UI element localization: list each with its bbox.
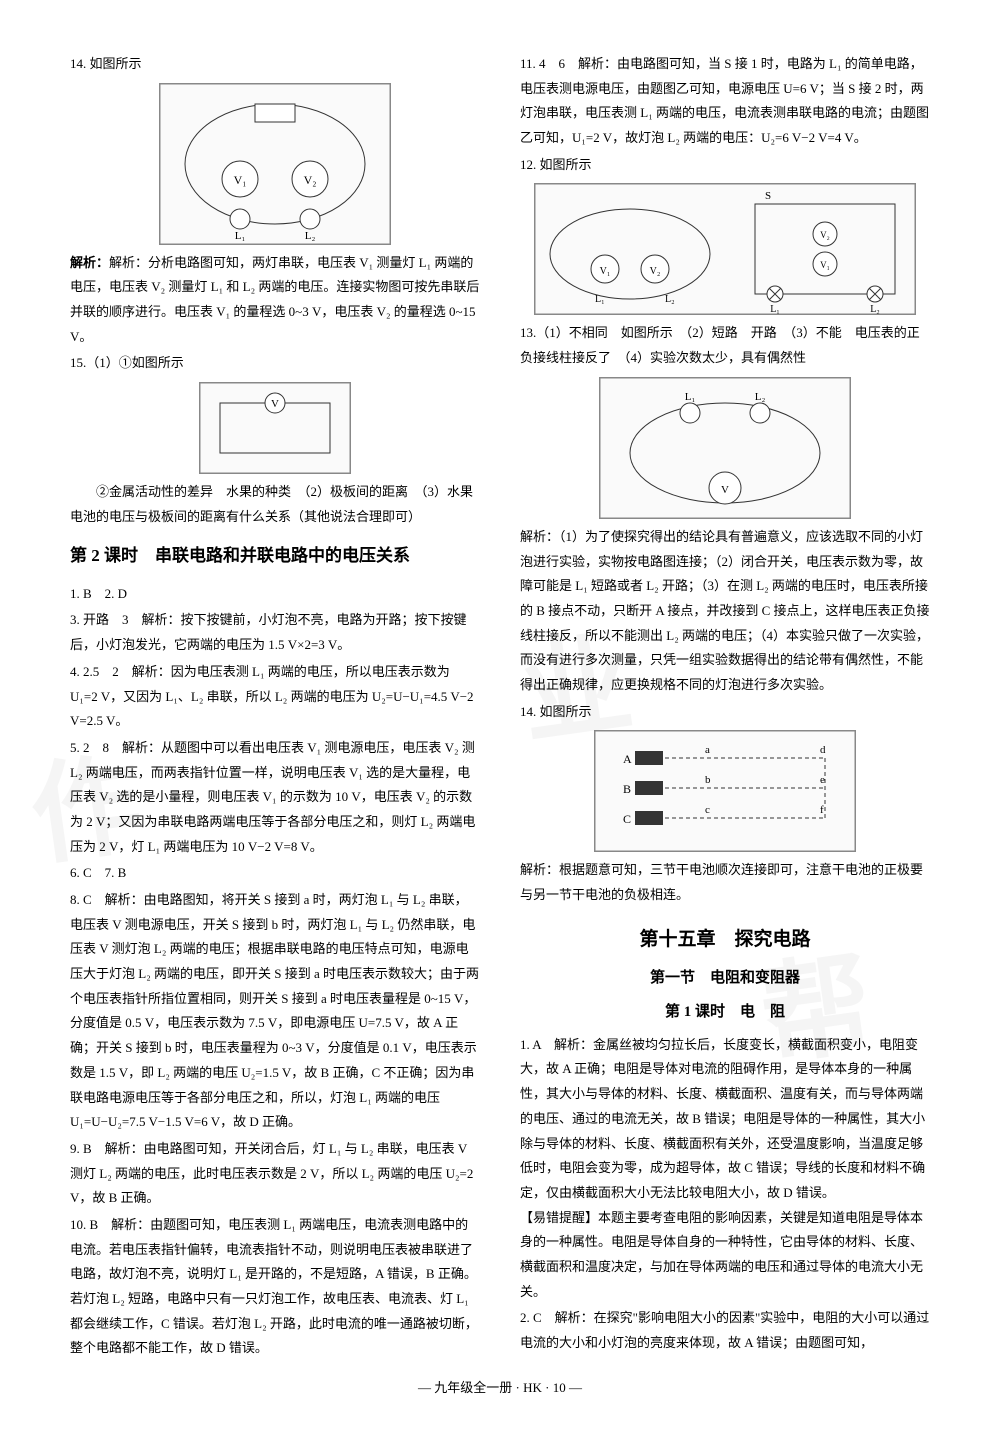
battery-diagram-14: A B C a d b e c f — [594, 730, 856, 852]
q14-label: 14. 如图所示 — [70, 52, 480, 77]
text: 解析：分析电路图可知，两灯串联，电压表 V₁ 测量灯 L₁ 两端的电压，电压表 … — [70, 255, 479, 344]
answer-1-2: 1. B 2. D — [70, 582, 480, 607]
answer-11: 11. 4 6 解析：由电路图可知，当 S 接 1 时，电路为 L₁ 的简单电路… — [520, 52, 930, 151]
svg-text:L₂: L₂ — [665, 294, 675, 305]
svg-text:V: V — [271, 398, 279, 410]
svg-text:L₁: L₁ — [770, 304, 780, 315]
svg-text:a: a — [705, 744, 710, 756]
circuit-diagram-12: V₁ V₂ L₁ L₂ S V₂ V₁ L₁ L₂ — [534, 183, 916, 315]
q14-explanation: 解析：解析：分析电路图可知，两灯串联，电压表 V₁ 测量灯 L₁ 两端的电压，电… — [70, 251, 480, 350]
svg-text:b: b — [705, 774, 711, 786]
svg-text:L₁: L₁ — [235, 230, 246, 242]
answer-9: 9. B 解析：由电路图可知，开关闭合后，灯 L₁ 与 L₂ 串联，电压表 V … — [70, 1137, 480, 1211]
right-column: 11. 4 6 解析：由电路图可知，当 S 接 1 时，电路为 L₁ 的简单电路… — [520, 50, 930, 1363]
svg-text:L₂: L₂ — [305, 230, 316, 242]
svg-text:c: c — [705, 804, 710, 816]
svg-text:f: f — [820, 804, 824, 816]
answer-3: 3. 开路 3 解析：按下按键前，小灯泡不亮，电路为开路；按下按键后，小灯泡发光… — [70, 608, 480, 657]
svg-text:B: B — [623, 782, 631, 796]
q15-label: 15.（1）①如图所示 — [70, 351, 480, 376]
svg-text:V₁: V₁ — [234, 173, 247, 187]
section-title: 第一节 电阻和变阻器 — [520, 964, 930, 993]
circuit-diagram-15: V — [199, 382, 351, 474]
lesson-title: 第 1 课时 电 阻 — [520, 998, 930, 1027]
answer-4: 4. 2.5 2 解析：因为电压表测 L₁ 两端的电压，所以电压表示数为 U₁=… — [70, 660, 480, 734]
left-column: 14. 如图所示 V₁ V₂ L₁ L₂ 解析：解析：分析电路图可知，两灯串联，… — [70, 50, 480, 1363]
page-footer: — 九年级全一册 · HK · 10 — — [70, 1377, 930, 1396]
svg-text:V₂: V₂ — [650, 266, 661, 277]
chapter-title: 第十五章 探究电路 — [520, 922, 930, 958]
svg-text:V₂: V₂ — [304, 173, 317, 187]
ch15-answer-1: 1. A 解析：金属丝被均匀拉长后，长度变长，横截面积变小，电阻变大，故 A 正… — [520, 1033, 930, 1305]
circuit-diagram-13: L₁ L₂ V — [599, 377, 851, 519]
svg-text:L₁: L₁ — [595, 294, 605, 305]
svg-text:V₁: V₁ — [600, 266, 611, 277]
svg-text:V₁: V₁ — [820, 260, 830, 270]
svg-text:L₂: L₂ — [870, 304, 880, 315]
svg-text:V₂: V₂ — [820, 230, 830, 240]
svg-text:e: e — [820, 774, 825, 786]
svg-text:d: d — [820, 744, 826, 756]
q14r-label: 14. 如图所示 — [520, 700, 930, 725]
svg-text:V: V — [721, 484, 729, 496]
svg-text:A: A — [623, 752, 632, 766]
answer-6-7: 6. C 7. B — [70, 861, 480, 886]
answer-5: 5. 2 8 解析：从题图中可以看出电压表 V₁ 测电源电压，电压表 V₂ 测 … — [70, 736, 480, 859]
answer-10: 10. B 解析：由题图可知，电压表测 L₁ 两端电压，电流表测电路中的电流。若… — [70, 1213, 480, 1361]
svg-text:L₂: L₂ — [755, 391, 766, 403]
lesson-2-title: 第 2 课时 串联电路和并联电路中的电压关系 — [70, 540, 480, 572]
ch15-answer-2: 2. C 解析：在探究"影响电阻大小的因素"实验中，电阻的大小可以通过电流的大小… — [520, 1306, 930, 1355]
answer-13-explanation: 解析：（1）为了使探究得出的结论具有普遍意义，应该选取不同的小灯泡进行实验，实物… — [520, 525, 930, 698]
answer-8: 8. C 解析：由电路图知，将开关 S 接到 a 时，两灯泡 L₁ 与 L₂ 串… — [70, 888, 480, 1135]
svg-text:L₁: L₁ — [685, 391, 696, 403]
answer-13: 13.（1）不相同 如图所示 （2）短路 开路 （3）不能 电压表的正负接线柱接… — [520, 321, 930, 370]
circuit-diagram-14: V₁ V₂ L₁ L₂ — [159, 83, 391, 245]
answer-14-explanation: 解析：根据题意可知，三节干电池顺次连接即可，注意干电池的正极要与另一节干电池的负… — [520, 858, 930, 907]
q15-text: ②金属活动性的差异 水果的种类 （2）极板间的距离 （3）水果电池的电压与极板间… — [70, 480, 480, 529]
svg-text:S: S — [765, 190, 771, 202]
svg-text:C: C — [623, 812, 631, 826]
q12-label: 12. 如图所示 — [520, 153, 930, 178]
